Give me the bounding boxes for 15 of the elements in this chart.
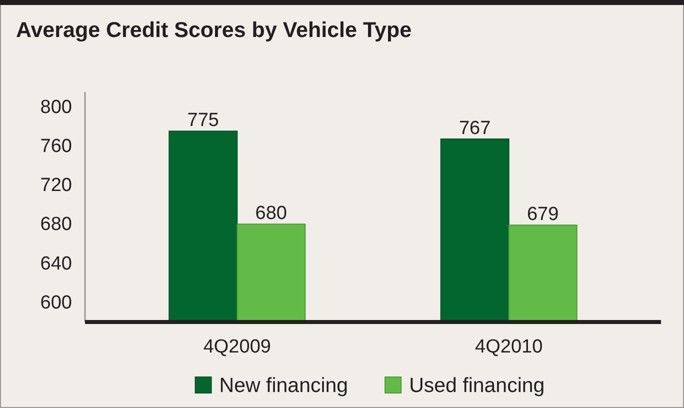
data-label: 680	[255, 203, 288, 224]
legend-label: Used financing	[409, 374, 545, 397]
chart-title: Average Credit Scores by Vehicle Type	[16, 18, 412, 42]
y-tick-label: 720	[40, 175, 72, 196]
legend-label: New financing	[219, 374, 348, 397]
data-label: 679	[526, 204, 559, 226]
x-tick-label: 4Q2010	[475, 336, 543, 358]
data-label: 767	[458, 118, 491, 139]
x-tick-label: 4Q2009	[203, 336, 271, 358]
y-tick-label: 800	[40, 96, 72, 118]
y-tick-label: 680	[40, 214, 72, 236]
y-tick-label: 600	[40, 292, 72, 314]
y-tick-label: 640	[40, 253, 72, 274]
data-label: 775	[187, 110, 220, 132]
y-tick-label: 760	[40, 136, 72, 157]
